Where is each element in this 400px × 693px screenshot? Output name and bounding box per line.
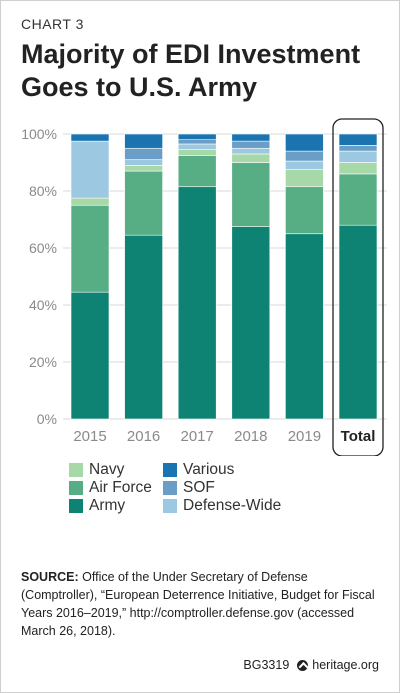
x-tick-label: 2015 [73, 428, 106, 445]
source-note: SOURCE: Office of the Under Secretary of… [21, 568, 381, 640]
legend-swatch-navy [69, 463, 83, 477]
legend-item-sof: SOF [163, 479, 215, 497]
bar-segment-air-force [70, 204, 110, 293]
y-tick-label: 20% [29, 354, 57, 370]
legend-swatch-various [163, 463, 177, 477]
bar-segment-various [285, 133, 324, 152]
legend-item-defense-wide: Defense-Wide [163, 497, 281, 515]
bar-segment-army [338, 224, 378, 420]
y-tick-label: 0% [37, 411, 57, 427]
chart-number: CHART 3 [21, 16, 84, 32]
legend-label-army: Army [89, 497, 126, 514]
bar-segment-various [177, 133, 217, 140]
bar-segment-air-force [177, 155, 217, 188]
bar-segment-sof [231, 140, 271, 149]
legend-item-air-force: Air Force [69, 479, 152, 497]
bar-segment-defense-wide [70, 140, 110, 199]
bar-segment-army [231, 226, 271, 420]
bar-segment-sof [177, 139, 217, 145]
bar-segment-army [70, 291, 110, 420]
bar-segment-army [285, 233, 324, 420]
bar-segment-navy [70, 197, 110, 206]
bar-segment-defense-wide [338, 150, 378, 163]
bar-segment-navy [177, 149, 217, 156]
x-tick-label: 2019 [288, 428, 321, 445]
total-highlight-frame [332, 118, 384, 456]
bar-segment-air-force [231, 162, 271, 227]
bar-segment-defense-wide [231, 147, 271, 155]
bar-segment-navy [231, 153, 271, 163]
site-name: heritage.org [312, 658, 379, 672]
x-tick-label: 2016 [127, 428, 160, 445]
legend-swatch-army [69, 499, 83, 513]
x-tick-label: 2017 [181, 428, 214, 445]
legend-label-sof: SOF [183, 479, 215, 496]
bar-segment-defense-wide [177, 143, 217, 150]
bar-segment-navy [285, 169, 324, 188]
bar-segment-various [231, 133, 271, 142]
bar-segment-sof [124, 147, 163, 160]
legend-label-air-force: Air Force [89, 479, 152, 496]
bar-segment-various [70, 133, 110, 142]
legend-swatch-sof [163, 481, 177, 495]
stacked-bar-chart: 0% 20% 40% 60% 80% 100% 2015 2016 2017 2018 2019 T… [21, 118, 387, 456]
bar-segment-various [124, 133, 163, 149]
report-code: BG3319 [243, 658, 290, 672]
bar-segment-air-force [124, 170, 163, 236]
bar-segment-army [177, 186, 217, 420]
y-tick-label: 40% [29, 297, 57, 313]
legend-label-various: Various [183, 461, 235, 478]
source-text: Office of the Under Secretary of Defense… [21, 570, 375, 638]
y-tick-label: 100% [21, 126, 57, 142]
chart-title: Majority of EDI Investment Goes to U.S. … [21, 39, 361, 102]
legend-swatch-defense-wide [163, 499, 177, 513]
legend-item-various: Various [163, 461, 234, 479]
bars [70, 133, 378, 420]
bar-segment-army [124, 234, 163, 420]
bar-segment-defense-wide [124, 159, 163, 166]
footer: BG3319 heritage.org [243, 658, 379, 672]
bar-segment-air-force [338, 173, 378, 226]
legend-item-army: Army [69, 497, 125, 515]
y-axis-ticks: 0% 20% 40% 60% 80% 100% [21, 126, 57, 427]
y-tick-label: 60% [29, 240, 57, 256]
bar-segment-various [338, 133, 378, 146]
bar-segment-defense-wide [285, 160, 324, 170]
y-tick-label: 80% [29, 183, 57, 199]
bar-segment-sof [285, 150, 324, 162]
legend-item-navy: Navy [69, 461, 124, 479]
legend-swatch-air-force [69, 481, 83, 495]
bar-segment-air-force [285, 186, 324, 235]
x-axis-ticks: 2015 2016 2017 2018 2019 Total [73, 118, 384, 456]
legend-label-navy: Navy [89, 461, 125, 478]
bar-segment-navy [338, 162, 378, 175]
heritage-logo-icon [297, 659, 309, 671]
x-tick-label: 2018 [234, 428, 267, 445]
bar-segment-navy [124, 165, 163, 172]
x-tick-label: Total [341, 428, 376, 445]
legend-label-defense-wide: Defense-Wide [183, 497, 282, 514]
source-label: SOURCE: [21, 570, 79, 584]
bar-segment-sof [338, 145, 378, 152]
gridlines [63, 133, 387, 420]
